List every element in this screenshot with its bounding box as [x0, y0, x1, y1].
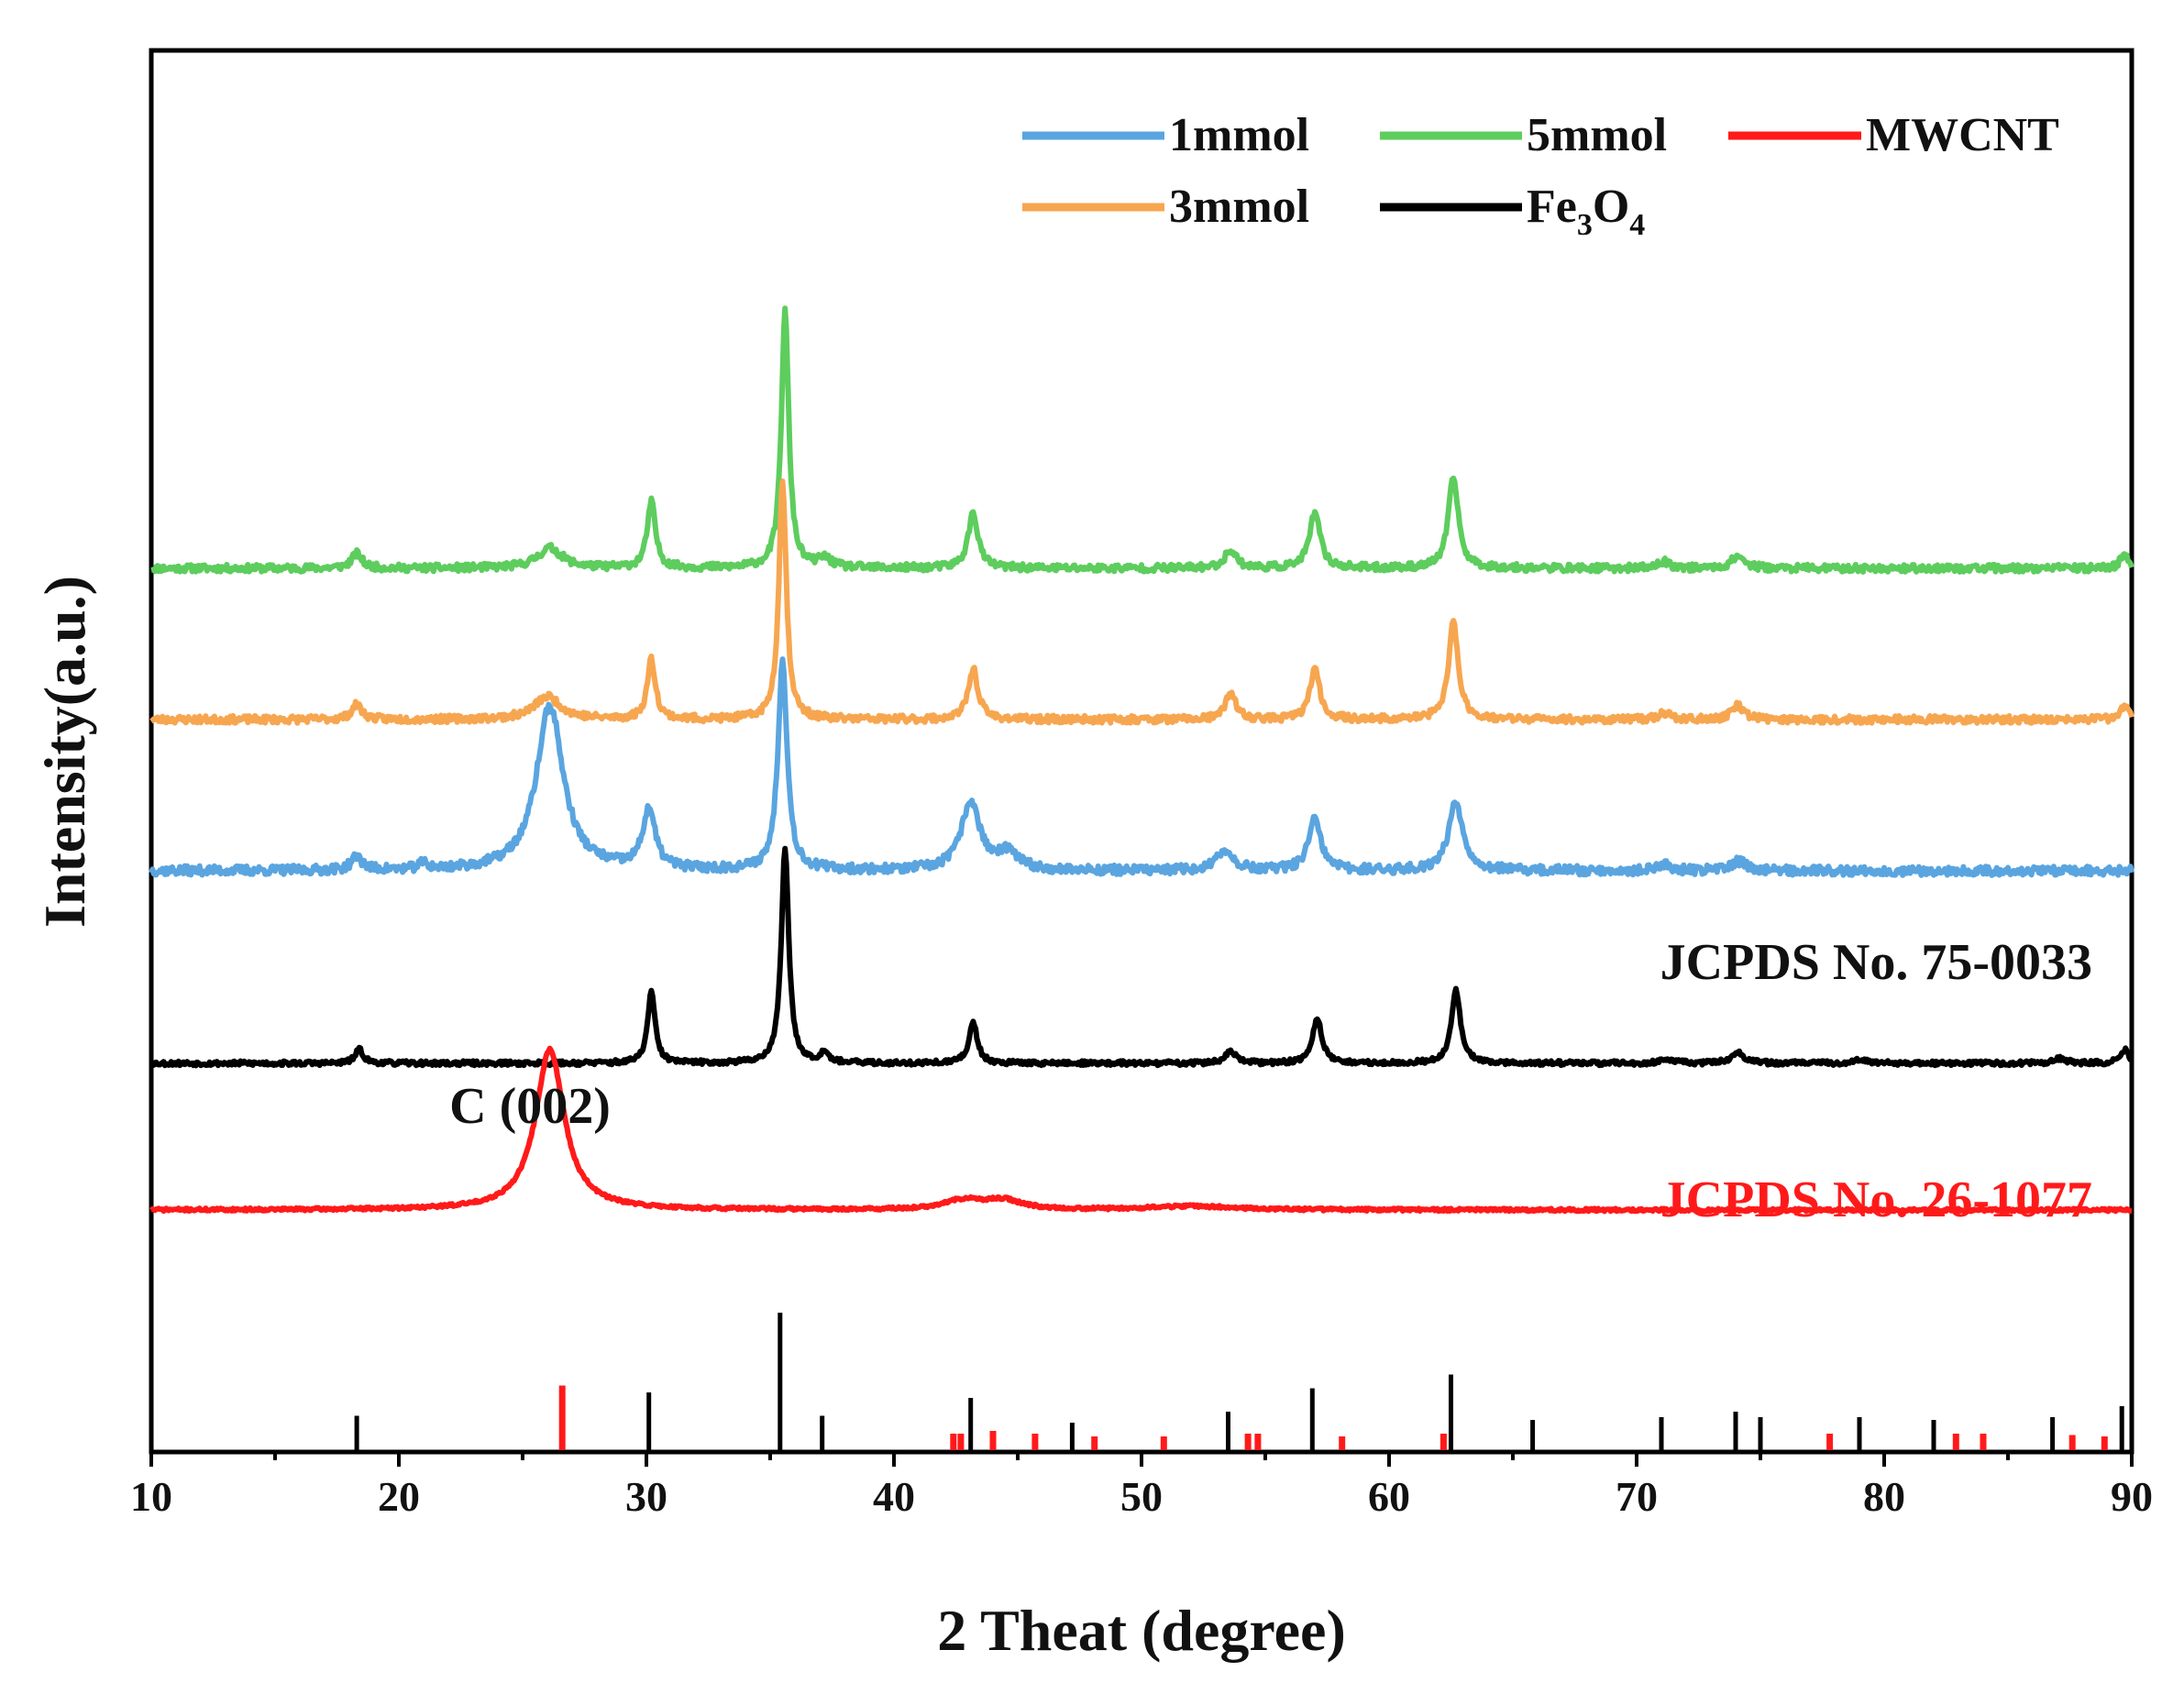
- x-axis: 10 20 30 40 50 60 70 80 90: [130, 1452, 2153, 1520]
- series-line-5mmol: [149, 305, 2134, 575]
- legend-label-fe3o4: Fe3O4: [1527, 181, 1645, 242]
- series-line-1mmol: [149, 656, 2134, 878]
- legend-label-5mmol: 5mmol: [1527, 109, 1667, 161]
- fe3o4-sub2: 4: [1629, 208, 1645, 242]
- x-axis-title: 2 Theat (degree): [937, 1598, 1346, 1663]
- x-tick-label: 50: [1120, 1473, 1163, 1520]
- x-tick-label: 70: [1616, 1473, 1658, 1520]
- x-tick-label: 90: [2111, 1473, 2153, 1520]
- y-axis-title: Intensity(a.u.): [32, 576, 97, 928]
- annotation-jcpds-75-0033: JCPDS No. 75-0033: [1660, 934, 2092, 991]
- series-line-mwcnt: [149, 1045, 2134, 1215]
- fe3o4-o: O: [1593, 181, 1629, 233]
- annotation-c002: C (002): [449, 1078, 611, 1135]
- series-layer: [149, 305, 2134, 1215]
- legend-label-1mmol: 1mmol: [1169, 109, 1309, 161]
- x-tick-label: 60: [1368, 1473, 1410, 1520]
- plot-frame: [149, 48, 2134, 1455]
- x-tick-label: 10: [130, 1473, 172, 1520]
- legend-label-3mmol: 3mmol: [1169, 181, 1309, 233]
- x-tick-label: 30: [625, 1473, 667, 1520]
- x-tick-label: 20: [378, 1473, 420, 1520]
- x-tick-label: 80: [1863, 1473, 1905, 1520]
- fe3o4-sub1: 3: [1577, 208, 1593, 242]
- fe3o4-fe: Fe: [1527, 181, 1577, 233]
- series-line-fe3o4: [149, 845, 2134, 1069]
- x-tick-label: 40: [873, 1473, 915, 1520]
- legend-label-mwcnt: MWCNT: [1866, 109, 2059, 161]
- legend: 1mmol 5mmol MWCNT 3mmol Fe3O4: [1022, 109, 2059, 242]
- annotation-jcpds-26-1077: JCPDS No. 26-1077: [1660, 1172, 2092, 1228]
- series-line-3mmol: [149, 478, 2134, 726]
- reference-sticks: [354, 1313, 2124, 1450]
